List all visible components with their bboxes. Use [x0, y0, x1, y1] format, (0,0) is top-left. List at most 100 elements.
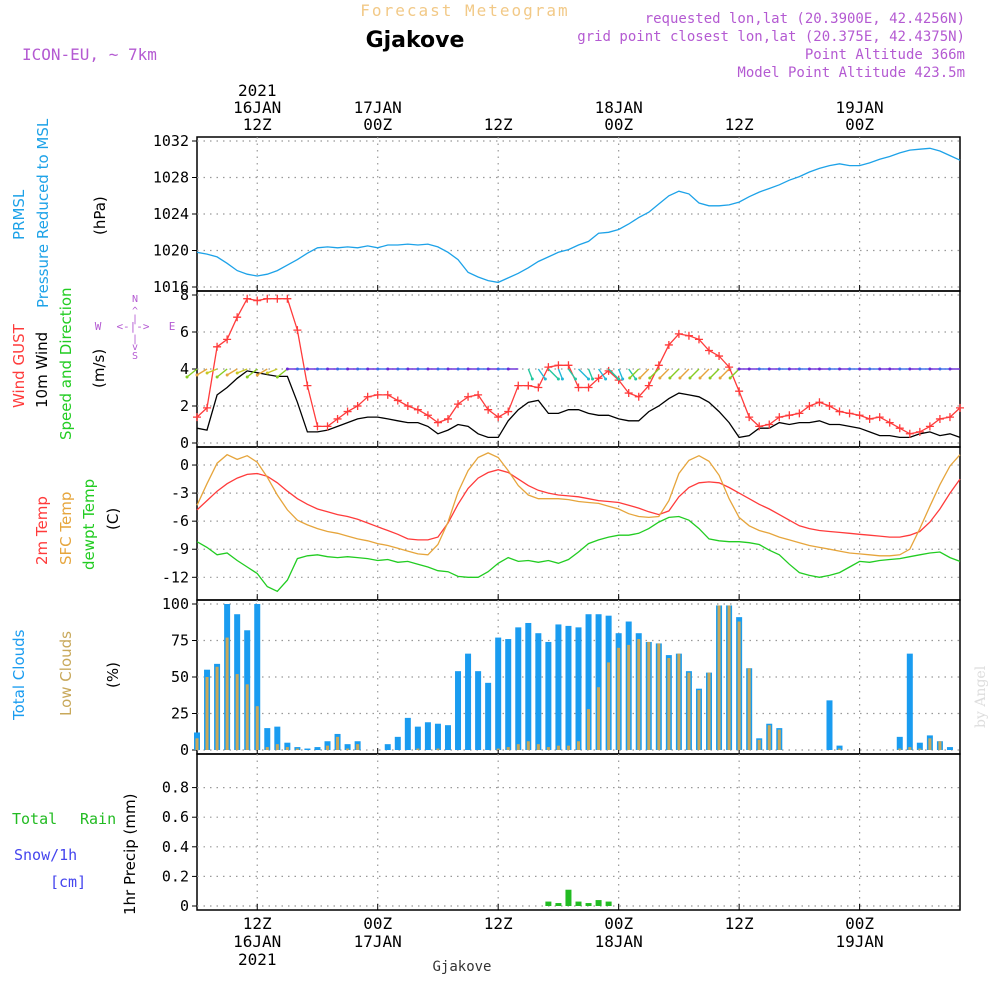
bar-total-cloud — [344, 744, 351, 750]
wind-arrow-head — [426, 367, 430, 371]
bar-low-cloud — [255, 706, 259, 750]
wind-direction-arrow — [256, 368, 268, 376]
gust-point — [805, 402, 814, 410]
wind-direction-arrow — [226, 368, 238, 376]
gust-point — [815, 398, 824, 407]
top-time-label: 2021 — [238, 81, 277, 100]
bottom-time-label: 12Z — [484, 914, 513, 933]
gust-point — [895, 424, 904, 433]
wind-arrow-head — [386, 367, 390, 371]
gust-point — [454, 400, 463, 409]
bar-low-cloud — [245, 684, 249, 750]
wind-direction-arrow — [618, 368, 624, 380]
gust-point — [865, 414, 874, 423]
gust-point — [193, 413, 201, 422]
ytick-label: 25 — [171, 705, 189, 723]
wind-arrow-head — [295, 367, 299, 371]
wind-direction-arrow — [276, 368, 288, 378]
gust-point — [323, 422, 332, 431]
bar-rain — [605, 901, 612, 906]
panel-3: 0 25 50 75 100 — [162, 595, 961, 759]
bar-low-cloud — [707, 672, 711, 750]
wind-direction-arrow — [659, 368, 670, 379]
label-ms: (m/s) — [90, 349, 108, 388]
wind-arrow-head — [728, 376, 732, 380]
credit-watermark: by Angel — [973, 665, 989, 728]
bar-low-cloud — [496, 748, 500, 750]
svg-text:^: ^ — [132, 306, 138, 317]
bar-total-cloud — [535, 633, 542, 750]
wind-arrow-head — [416, 367, 420, 371]
bar-low-cloud — [225, 637, 229, 750]
wind-arrow-head — [336, 367, 340, 371]
bottom-time-label: 2021 — [238, 950, 277, 969]
wind-direction-arrow — [537, 368, 546, 380]
wind-arrow-head — [868, 367, 872, 371]
wind-direction-arrow — [669, 368, 680, 379]
bar-total-cloud — [424, 722, 431, 750]
bar-total-cloud — [264, 728, 271, 750]
wind-arrow-head — [265, 371, 269, 375]
svg-text:E: E — [169, 320, 176, 333]
wind-arrow-head — [275, 375, 279, 379]
wind-arrow-head — [638, 376, 642, 380]
wind-arrow-head — [560, 377, 564, 381]
gust-point — [363, 392, 372, 401]
gust-point — [233, 313, 242, 322]
bar-rain — [585, 903, 592, 906]
wind-arrow-head — [255, 373, 259, 377]
svg-text:v: v — [132, 342, 138, 353]
bar-low-cloud — [506, 747, 510, 750]
meteogram-title: Forecast Meteogram — [360, 1, 569, 20]
wind-arrow-head — [928, 367, 932, 371]
bar-total-cloud — [485, 682, 492, 750]
wind-arrow-head — [215, 375, 219, 379]
bar-low-cloud — [587, 709, 591, 750]
gust-point — [584, 383, 593, 392]
gust-point — [885, 418, 894, 427]
compass-rose: N ^ | W <-|-> E | v S — [95, 294, 176, 362]
gust-point — [775, 413, 784, 422]
gust-point — [674, 329, 683, 338]
series-line-2m-temp — [196, 469, 961, 541]
bar-total-cloud — [585, 614, 592, 750]
bar-low-cloud — [657, 643, 661, 750]
bar-total-cloud — [394, 736, 401, 750]
panel-0: 1016 1020 1024 1028 1032 — [153, 132, 961, 296]
wind-direction-arrow — [567, 368, 577, 380]
wind-arrow-head — [573, 377, 577, 381]
gust-point — [574, 383, 583, 392]
bar-low-cloud — [757, 739, 761, 750]
bar-low-cloud — [235, 674, 239, 750]
bar-low-cloud — [737, 621, 741, 750]
model-altitude: Model Point Altitude 423.5m — [737, 65, 965, 81]
ytick-label: 0 — [180, 456, 189, 474]
footer-location: Gjakove — [432, 959, 491, 975]
ytick-label: -3 — [171, 484, 189, 502]
bar-low-cloud — [727, 605, 731, 750]
wind-arrow-head — [828, 367, 832, 371]
bar-low-cloud — [667, 658, 671, 750]
wind-direction-arrow — [719, 368, 730, 379]
label-percent: (%) — [104, 662, 122, 688]
bar-total-cloud — [906, 653, 913, 750]
top-time-label: 00Z — [363, 115, 392, 134]
wind-arrow-head — [543, 377, 547, 381]
wind-direction-arrow — [587, 368, 594, 380]
bar-low-cloud — [556, 745, 560, 750]
ytick-label: 1024 — [153, 205, 189, 223]
ytick-label: 8 — [180, 286, 189, 304]
top-time-label: 12Z — [243, 115, 272, 134]
bar-total-cloud — [384, 744, 391, 750]
bar-low-cloud — [526, 741, 530, 750]
svg-text:S: S — [132, 351, 138, 362]
location-title: Gjakove — [366, 28, 465, 53]
bar-total-cloud — [475, 671, 482, 750]
panel-frame — [196, 136, 961, 292]
gridpoint-coords: grid point closest lon,lat (20.375E, 42.… — [577, 29, 965, 45]
top-time-label: 00Z — [845, 115, 874, 134]
wind-arrow-head — [436, 367, 440, 371]
bar-total-cloud — [525, 622, 532, 750]
